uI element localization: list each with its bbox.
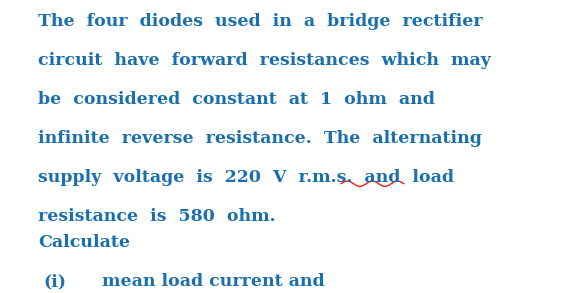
Text: Calculate: Calculate [38,234,130,251]
Text: be  considered  constant  at  1  ohm  and: be considered constant at 1 ohm and [38,91,435,108]
Text: supply  voltage  is  220  V  r.m.s.  and  load: supply voltage is 220 V r.m.s. and load [38,169,454,186]
Text: circuit  have  forward  resistances  which  may: circuit have forward resistances which m… [38,52,490,69]
Text: infinite  reverse  resistance.  The  alternating: infinite reverse resistance. The alterna… [38,130,482,147]
Text: The  four  diodes  used  in  a  bridge  rectifier: The four diodes used in a bridge rectifi… [38,13,482,30]
Text: mean load current and: mean load current and [102,273,324,290]
Text: (i): (i) [44,273,67,290]
Text: resistance  is  580  ohm.: resistance is 580 ohm. [38,208,275,225]
